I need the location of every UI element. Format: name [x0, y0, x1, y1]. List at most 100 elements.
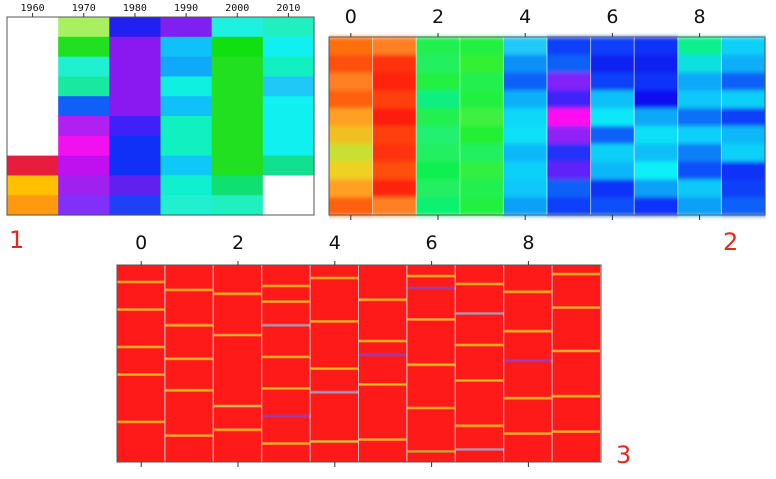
heat-cell [160, 175, 213, 196]
heat-cell [677, 179, 722, 198]
heat-cell [211, 36, 264, 58]
heat-cell [329, 161, 374, 180]
heat-cell [547, 161, 592, 180]
heat-cell [372, 179, 417, 198]
heat-stripe [165, 288, 213, 292]
heat-cell [634, 161, 679, 180]
heat-cell [329, 54, 374, 74]
heat-stripe [213, 428, 262, 431]
heat-cell [372, 126, 417, 145]
heat-cell [329, 126, 374, 145]
x-tick-label: 1990 [174, 3, 198, 14]
heat-cell [634, 37, 679, 56]
heat-stripe [552, 430, 600, 433]
heat-cell [459, 108, 504, 127]
heat-cell [721, 179, 766, 198]
heat-stripe [504, 359, 552, 362]
heat-cell [329, 143, 374, 163]
heat-cell [211, 155, 264, 176]
heat-cell [721, 108, 766, 127]
heat-cell [109, 76, 162, 97]
heat-cell [7, 56, 59, 77]
heat-cell [721, 54, 766, 74]
x-tick-label: 8 [522, 232, 534, 254]
heat-cell [590, 126, 635, 145]
heat-cell [262, 56, 315, 77]
x-tick-label: 2000 [225, 3, 249, 14]
heat-cell [634, 108, 679, 127]
heat-cell [547, 197, 592, 216]
heat-cell [7, 175, 59, 196]
heat-cell [211, 116, 264, 137]
panel-1-frame [6, 16, 315, 216]
x-tick-label: 1970 [72, 3, 96, 14]
heat-cell [58, 96, 110, 117]
heat-cell [459, 90, 504, 109]
heat-cell [416, 126, 461, 145]
heat-stripe [310, 320, 358, 323]
heat-cell [416, 90, 461, 109]
heat-cell [7, 76, 59, 97]
heat-cell [547, 54, 592, 74]
heat-column [117, 265, 165, 462]
heat-stripe [117, 345, 165, 349]
heat-cell [160, 116, 213, 137]
heat-cell [109, 135, 162, 157]
heat-cell [634, 126, 679, 145]
heat-cell [160, 195, 213, 216]
panel-2-frame [328, 36, 766, 216]
heat-cell [109, 195, 162, 216]
heat-cell [677, 37, 722, 56]
heat-cell [721, 37, 766, 56]
heat-cell [262, 76, 315, 97]
heat-cell [58, 36, 110, 58]
heat-cell [721, 90, 766, 109]
heat-stripe [262, 414, 310, 418]
heat-stripe [262, 442, 310, 445]
heat-cell [634, 54, 679, 74]
heat-cell [416, 72, 461, 91]
x-tick-label: 8 [694, 6, 706, 28]
heat-cell [677, 143, 722, 163]
heat-stripe [117, 373, 165, 376]
panel-3-label: 3 [616, 441, 631, 469]
heat-cell [372, 54, 417, 74]
heat-stripe [552, 272, 600, 276]
heat-cell [416, 37, 461, 56]
heat-cell [372, 197, 417, 216]
heat-cell [503, 37, 548, 56]
heat-stripe [552, 306, 600, 309]
heat-stripe [165, 434, 213, 437]
heat-cell [590, 90, 635, 109]
panel-2-x-ticks: 0 2 4 6 8 [345, 6, 706, 220]
heat-stripe [213, 292, 262, 295]
heat-cell [109, 116, 162, 137]
heat-stripe [310, 276, 358, 280]
heat-cell [211, 195, 264, 216]
heat-cell [211, 175, 264, 196]
panel-2-cells [329, 37, 766, 216]
heat-cell [677, 126, 722, 145]
x-tick-label: 6 [606, 6, 618, 28]
heat-cell [160, 17, 213, 38]
heat-cell [503, 108, 548, 127]
heat-cell [547, 72, 592, 91]
heatmap-panel-3: 0 2 4 6 8 3 [116, 232, 631, 469]
heat-cell [58, 76, 110, 97]
heat-cell [58, 155, 110, 176]
heat-cell [7, 155, 59, 176]
heat-cell [109, 56, 162, 77]
heat-cell [7, 116, 59, 137]
heat-cell [721, 197, 766, 216]
heat-cell [372, 161, 417, 180]
heat-cell [109, 175, 162, 196]
heat-cell [262, 36, 315, 58]
heat-cell [590, 108, 635, 127]
heat-stripe [165, 357, 213, 360]
heat-cell [677, 90, 722, 109]
heat-cell [721, 161, 766, 180]
heat-cell [58, 175, 110, 196]
heat-stripe [117, 280, 165, 284]
heat-stripe [504, 330, 552, 333]
